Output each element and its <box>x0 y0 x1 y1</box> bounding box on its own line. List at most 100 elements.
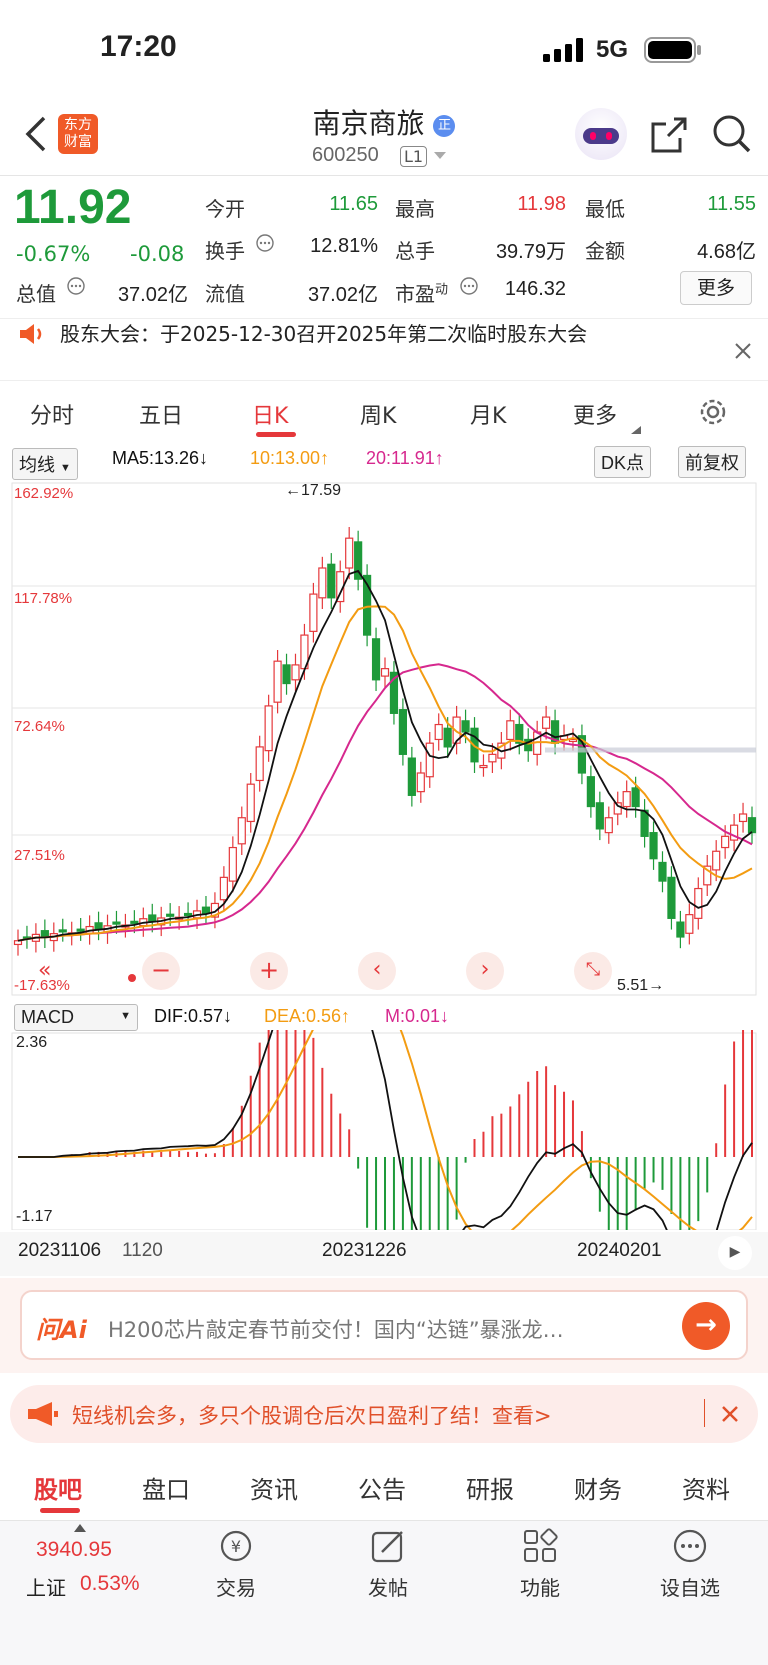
candle <box>658 861 667 882</box>
change-percent: -0.67% <box>16 242 91 266</box>
macd-select[interactable]: MACD ▼ <box>14 1004 138 1031</box>
candle <box>130 920 139 924</box>
value-turnover: 12.81% <box>310 235 378 257</box>
gear-icon[interactable] <box>698 397 728 427</box>
tab-more[interactable]: 更多 <box>573 404 618 429</box>
candle <box>667 876 676 919</box>
adjust-button[interactable]: 前复权 <box>678 446 746 478</box>
close-icon[interactable] <box>721 1405 739 1423</box>
battery-icon <box>644 37 701 63</box>
tab-intraday[interactable]: 分时 <box>30 404 75 429</box>
notice-text[interactable]: 股东大会：于2025-12-30召开2025年第二次临时股东大会 <box>60 322 588 346</box>
chevron-left-icon[interactable] <box>24 116 48 152</box>
ma20-value: 20:11.91↑ <box>366 448 444 468</box>
macd-chart[interactable] <box>0 1030 768 1230</box>
double-left-icon[interactable]: « <box>38 958 52 983</box>
fullscreen-icon[interactable]: ⤡ <box>574 952 612 990</box>
tab-finance[interactable]: 财务 <box>574 1476 622 1504</box>
index-value[interactable]: 3940.95 <box>36 1538 112 1561</box>
candle <box>649 832 658 860</box>
edit-icon[interactable] <box>370 1528 406 1564</box>
ma20-line <box>17 663 753 942</box>
label-open: 今开 <box>205 197 245 221</box>
candle <box>703 865 712 886</box>
candle <box>685 914 694 934</box>
bottom-nav <box>0 1520 768 1665</box>
arrow-right-icon[interactable]: → <box>682 1302 730 1350</box>
nav-trade[interactable]: 交易 <box>216 1576 256 1600</box>
date-label: 20231106 <box>18 1240 102 1261</box>
ma5-line <box>17 569 753 942</box>
search-icon[interactable] <box>712 114 752 154</box>
kline-chart[interactable] <box>0 478 768 998</box>
tab-research[interactable]: 研报 <box>466 1476 514 1504</box>
index-percent: 0.53% <box>80 1572 140 1595</box>
tab-guba[interactable]: 股吧 <box>34 1476 82 1504</box>
candle <box>210 902 220 918</box>
level-badge[interactable]: L1 <box>400 146 428 167</box>
candle <box>443 727 452 748</box>
tab-profile[interactable]: 资料 <box>682 1476 730 1504</box>
tab-monthly-k[interactable]: 月K <box>470 404 507 429</box>
zoom-in-button[interactable]: + <box>250 952 288 990</box>
label-float-cap: 流值 <box>205 282 245 306</box>
signal-icon <box>543 38 583 62</box>
tab-five-day[interactable]: 五日 <box>139 404 184 429</box>
tab-weekly-k[interactable]: 周K <box>360 404 397 429</box>
zoom-out-button[interactable]: − <box>142 952 180 990</box>
stock-name-text: 南京商旅 <box>312 107 425 140</box>
candle <box>327 563 336 599</box>
info-dots-icon[interactable] <box>460 277 478 295</box>
chevron-left-icon[interactable]: ‹ <box>358 952 396 990</box>
label-amount: 金额 <box>585 239 625 263</box>
indicator-select[interactable]: 均线 ▼ <box>12 448 78 480</box>
dk-point-button[interactable]: DK点 <box>594 446 652 478</box>
candle <box>318 567 327 599</box>
nav-functions[interactable]: 功能 <box>520 1576 560 1600</box>
value-open: 11.65 <box>329 193 378 215</box>
divider <box>0 175 768 176</box>
ai-banner[interactable]: 问Ai H200芯片敲定春节前交付！国内“达链”暴涨龙… → <box>20 1290 748 1360</box>
candle <box>237 817 246 845</box>
chevron-down-icon[interactable] <box>434 152 446 160</box>
more-dots-icon[interactable] <box>672 1528 708 1564</box>
chevron-down-icon[interactable] <box>631 426 641 434</box>
chevron-right-icon[interactable]: › <box>466 952 504 990</box>
divider <box>0 380 768 381</box>
y-label: 72.64% <box>14 718 65 735</box>
tab-daily-k[interactable]: 日K <box>252 404 289 429</box>
dif-line <box>18 1030 753 1230</box>
candle <box>398 709 408 755</box>
play-icon[interactable]: ▶ <box>718 1236 752 1270</box>
tab-pankou[interactable]: 盘口 <box>142 1476 190 1504</box>
candle <box>604 817 613 834</box>
ai-assistant-avatar[interactable] <box>575 108 627 160</box>
close-icon[interactable] <box>734 342 752 360</box>
promo-banner[interactable]: 短线机会多，多只个股调仓后次日盈利了结！查看> <box>10 1385 758 1443</box>
label-pe-sup: 动 <box>435 282 449 298</box>
grid-icon[interactable] <box>522 1528 558 1564</box>
tab-announcements[interactable]: 公告 <box>358 1476 406 1504</box>
candle <box>354 541 363 580</box>
candle <box>58 929 67 933</box>
change-amount: -0.08 <box>130 242 185 266</box>
label-turnover: 换手 <box>205 239 245 263</box>
info-dots-icon[interactable] <box>67 277 85 295</box>
value-float-cap: 37.02亿 <box>307 284 378 306</box>
trade-icon[interactable]: ¥ <box>216 1528 256 1564</box>
candle <box>694 887 703 919</box>
candle <box>371 638 381 681</box>
megaphone-icon <box>28 1402 58 1426</box>
nav-post[interactable]: 发帖 <box>368 1576 408 1600</box>
share-icon[interactable] <box>650 116 688 154</box>
candle <box>425 742 434 778</box>
macd-dea: DEA:0.56↑ <box>264 1006 351 1026</box>
candle <box>112 921 121 925</box>
candle <box>452 716 461 744</box>
more-button[interactable]: 更多 <box>680 271 752 305</box>
tab-news[interactable]: 资讯 <box>250 1476 298 1504</box>
nav-add-watchlist[interactable]: 设自选 <box>660 1576 720 1600</box>
candle <box>461 720 470 733</box>
candle <box>506 720 515 741</box>
info-dots-icon[interactable] <box>256 234 274 252</box>
